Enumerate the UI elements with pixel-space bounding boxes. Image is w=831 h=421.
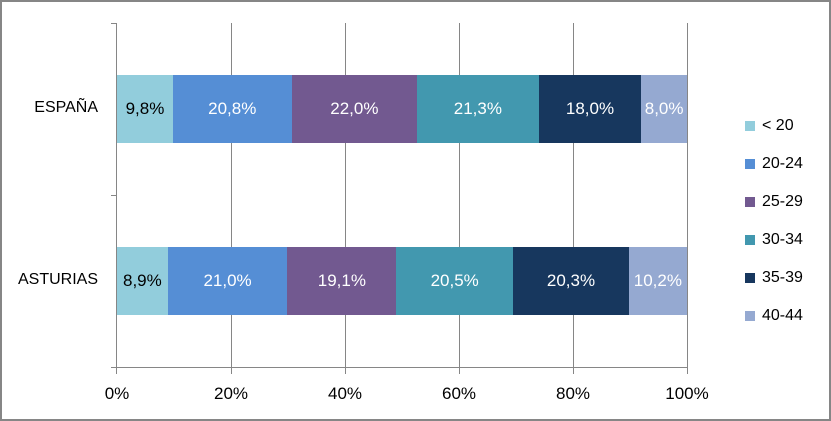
legend-swatch [745,273,755,283]
data-label: 8,0% [644,99,684,118]
bar-segment: 9,8% [117,75,173,143]
data-label: 21,3% [453,99,502,118]
bar-segment: 22,0% [291,75,418,143]
x-axis-tick [459,367,460,374]
bar-segment: 21,3% [417,75,539,143]
legend-swatch [745,235,755,245]
data-label: 22,0% [330,99,379,118]
data-label: 18,0% [565,99,615,118]
bar-segment: 8,9% [117,247,168,315]
data-label: 20,3% [546,271,596,290]
data-label: 10,2% [633,271,682,290]
legend-swatch [745,159,755,169]
data-label: 19,1% [317,271,366,290]
legend-swatch [745,121,755,131]
x-axis-tick [231,367,232,374]
x-axis-tick-label: 100% [665,384,709,403]
legend-label: < 20 [762,117,794,134]
x-axis-tick [687,367,688,374]
legend-label: 25-29 [762,193,803,210]
gridline [573,23,574,368]
legend-label: 35-39 [762,269,803,286]
stacked-bar-espaa: 9,8% 20,8% 22,0% 21,3% 18,0% 8,0% [117,75,687,143]
x-axis-tick-label: 40% [327,384,363,403]
x-axis-tick-label: 20% [213,384,249,403]
data-label: 21,0% [203,271,252,290]
legend-label: 30-34 [762,231,803,248]
legend: < 20 20-24 25-29 30-34 35-39 40-44 [745,107,803,335]
bar-segment: 18,0% [538,75,642,143]
x-axis-tick-label: 80% [555,384,591,403]
legend-item: 30-34 [745,221,803,259]
bar-segment: 20,3% [513,247,629,315]
legend-item: 40-44 [745,297,803,335]
gridline [345,23,346,368]
legend-label: 20-24 [762,155,803,172]
bar-segment: 20,5% [396,247,514,315]
gridline [687,23,688,368]
gridline [459,23,460,368]
category-label: ASTURIAS [17,271,98,288]
legend-item: 25-29 [745,183,803,221]
x-axis-tick [573,367,574,374]
y-axis-tick [111,23,117,24]
bar-segment: 8,0% [641,75,687,143]
x-axis-tick-label: 60% [441,384,477,403]
x-axis-tick [345,367,346,374]
data-label: 20,5% [430,271,479,290]
legend-item: < 20 [745,107,803,145]
bar-segment: 10,2% [628,247,687,315]
data-label: 20,8% [208,99,257,118]
data-label: 8,9% [122,271,162,290]
x-axis-tick-label: 0% [104,384,130,403]
data-label: 9,8% [125,99,165,118]
legend-swatch [745,197,755,207]
bar-segment: 20,8% [172,75,292,143]
legend-swatch [745,311,755,321]
legend-item: 20-24 [745,145,803,183]
x-axis [111,367,688,368]
legend-item: 35-39 [745,259,803,297]
gridline [231,23,232,368]
legend-label: 40-44 [762,307,803,324]
y-axis-tick [111,195,117,196]
category-label: ESPAÑA [34,99,98,116]
x-axis-tick [116,367,117,374]
stacked-bar-asturias: 8,9% 21,0% 19,1% 20,5% 20,3% 10,2% [117,247,687,315]
bar-segment: 19,1% [287,247,397,315]
bar-segment: 21,0% [167,247,288,315]
